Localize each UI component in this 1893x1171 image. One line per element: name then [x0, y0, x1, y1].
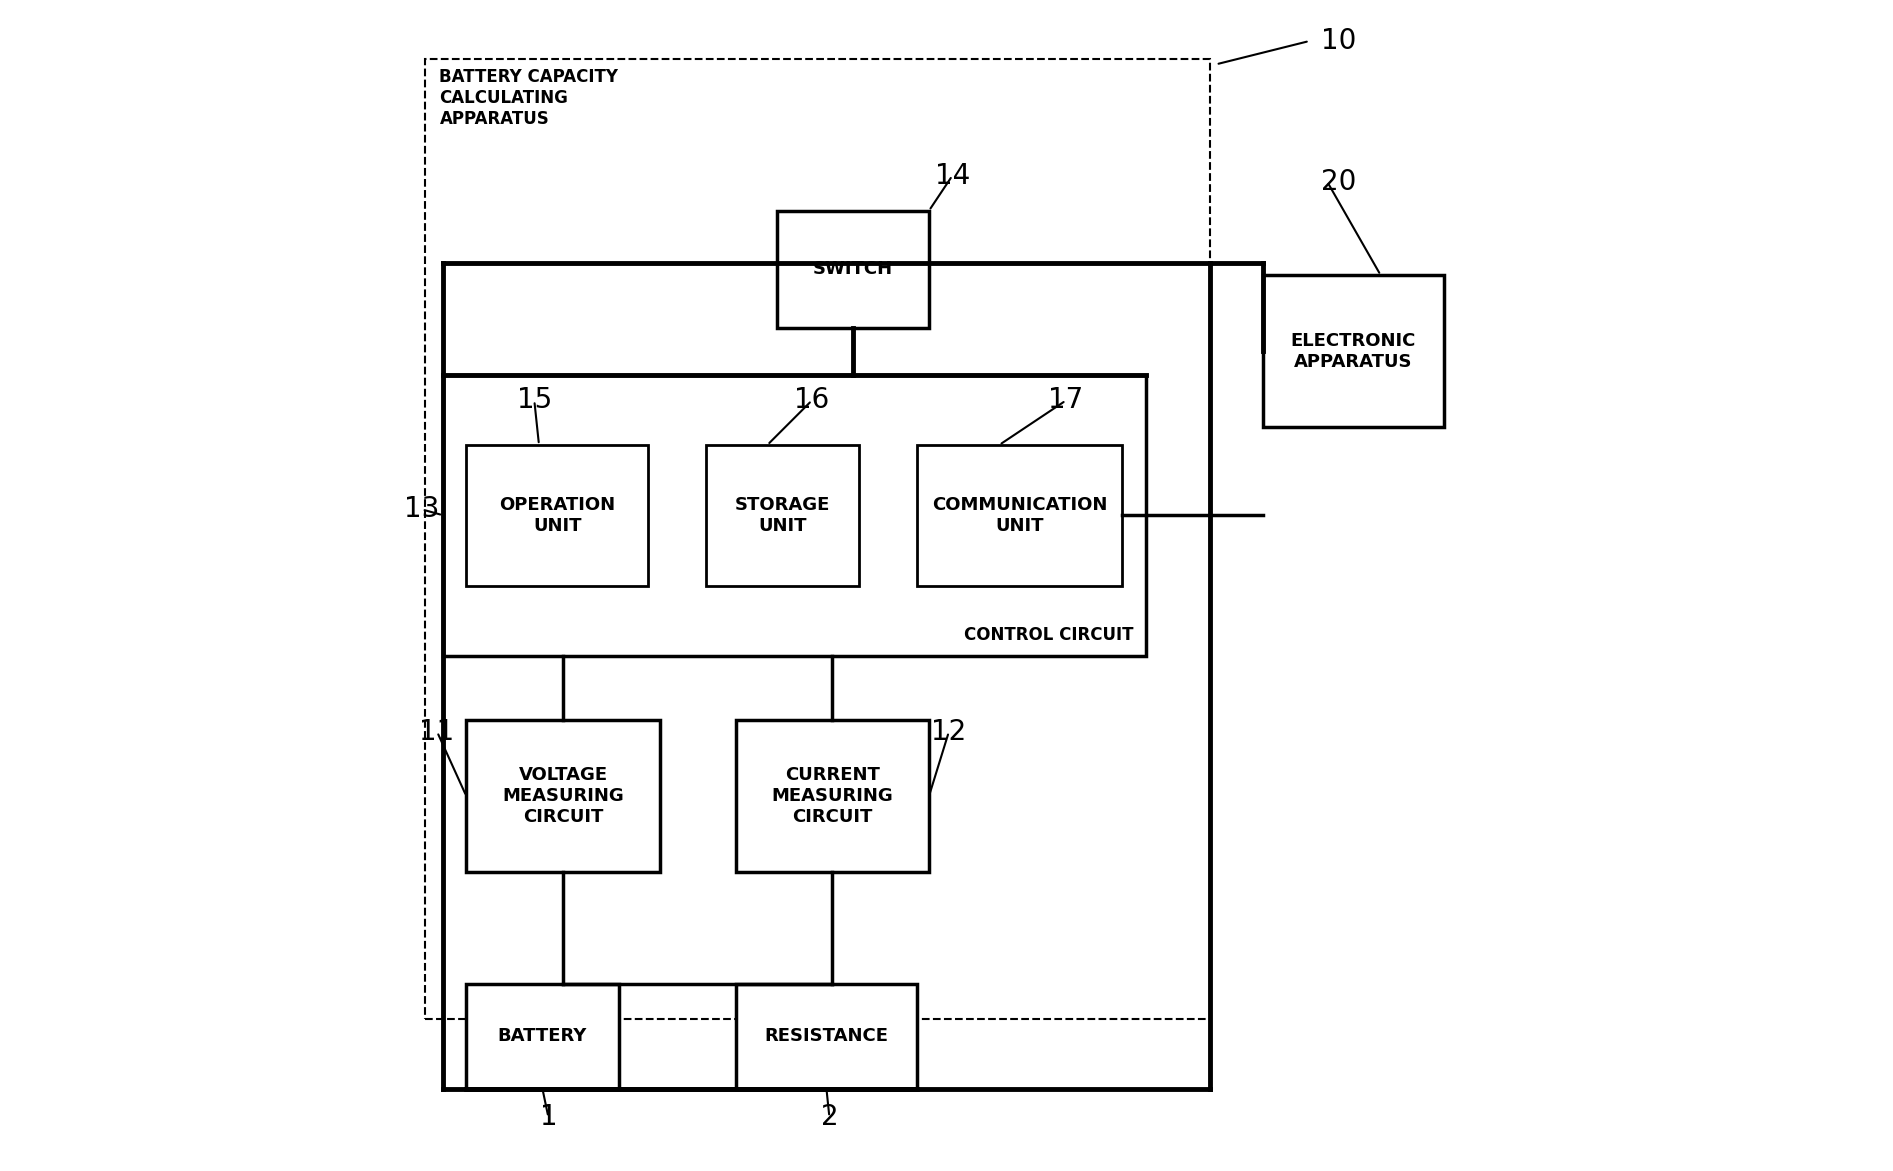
FancyBboxPatch shape	[736, 720, 929, 872]
FancyBboxPatch shape	[426, 59, 1210, 1019]
Text: 2: 2	[820, 1103, 839, 1131]
FancyBboxPatch shape	[466, 720, 659, 872]
Text: CONTROL CIRCUIT: CONTROL CIRCUIT	[964, 626, 1134, 644]
FancyBboxPatch shape	[1263, 275, 1444, 427]
FancyBboxPatch shape	[443, 375, 1145, 656]
FancyBboxPatch shape	[918, 445, 1123, 586]
FancyBboxPatch shape	[466, 984, 619, 1089]
Text: COMMUNICATION
UNIT: COMMUNICATION UNIT	[931, 495, 1107, 535]
Text: 16: 16	[795, 386, 829, 415]
Text: BATTERY: BATTERY	[498, 1027, 587, 1046]
Text: 17: 17	[1049, 386, 1083, 415]
Text: SWITCH: SWITCH	[812, 260, 893, 279]
Text: 12: 12	[931, 718, 967, 746]
Text: VOLTAGE
MEASURING
CIRCUIT: VOLTAGE MEASURING CIRCUIT	[502, 767, 625, 826]
Text: STORAGE
UNIT: STORAGE UNIT	[734, 495, 831, 535]
Text: 14: 14	[935, 162, 969, 190]
FancyBboxPatch shape	[776, 211, 929, 328]
Text: RESISTANCE: RESISTANCE	[765, 1027, 888, 1046]
FancyBboxPatch shape	[466, 445, 647, 586]
Text: BATTERY CAPACITY
CALCULATING
APPARATUS: BATTERY CAPACITY CALCULATING APPARATUS	[439, 68, 619, 128]
FancyBboxPatch shape	[706, 445, 859, 586]
Text: OPERATION
UNIT: OPERATION UNIT	[500, 495, 615, 535]
Text: 11: 11	[420, 718, 454, 746]
Text: 10: 10	[1321, 27, 1357, 55]
Text: 13: 13	[405, 495, 439, 523]
FancyBboxPatch shape	[736, 984, 918, 1089]
Text: CURRENT
MEASURING
CIRCUIT: CURRENT MEASURING CIRCUIT	[772, 767, 893, 826]
Text: 15: 15	[517, 386, 553, 415]
Text: 1: 1	[540, 1103, 557, 1131]
Text: ELECTRONIC
APPARATUS: ELECTRONIC APPARATUS	[1291, 331, 1416, 371]
Text: 20: 20	[1321, 167, 1357, 196]
